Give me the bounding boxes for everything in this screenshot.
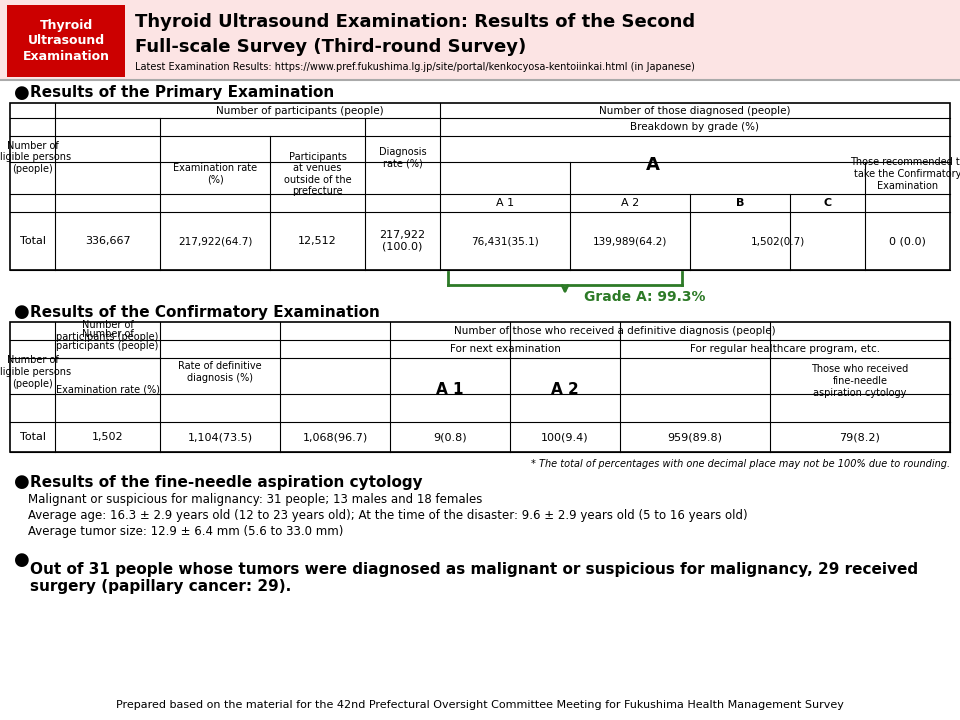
Text: 1,068(96.7): 1,068(96.7): [302, 432, 368, 442]
Text: Results of the Primary Examination: Results of the Primary Examination: [30, 86, 334, 101]
Text: Rate of definitive
diagnosis (%): Rate of definitive diagnosis (%): [179, 361, 262, 383]
Bar: [7, 5, 125, 77]
Text: 0 (0.0): 0 (0.0): [889, 236, 926, 246]
Text: Thyroid
Ultrasound
Examination: Thyroid Ultrasound Examination: [22, 19, 109, 63]
Text: Number of participants (people): Number of participants (people): [216, 106, 384, 115]
Text: Results of the Confirmatory Examination: Results of the Confirmatory Examination: [30, 305, 380, 320]
Text: B: B: [735, 198, 744, 208]
Text: ●: ●: [14, 84, 30, 102]
Text: * The total of percentages with one decimal place may not be 100% due to roundin: * The total of percentages with one deci…: [531, 459, 950, 469]
Text: Grade A: 99.3%: Grade A: 99.3%: [585, 290, 706, 304]
Text: Diagnosis
rate (%): Diagnosis rate (%): [378, 147, 426, 168]
Text: Average age: 16.3 ± 2.9 years old (12 to 23 years old); At the time of the disas: Average age: 16.3 ± 2.9 years old (12 to…: [28, 510, 748, 523]
Text: ●: ●: [14, 473, 30, 491]
Text: Malignant or suspicious for malignancy: 31 people; 13 males and 18 females: Malignant or suspicious for malignancy: …: [28, 493, 482, 506]
Text: 959(89.8): 959(89.8): [667, 432, 723, 442]
Text: 1,104(73.5): 1,104(73.5): [187, 432, 252, 442]
Text: 1,502(0.7): 1,502(0.7): [751, 236, 804, 246]
Text: 336,667: 336,667: [84, 236, 131, 246]
Text: A 2: A 2: [551, 382, 579, 397]
Text: For regular healthcare program, etc.: For regular healthcare program, etc.: [690, 344, 880, 354]
Text: Examination rate (%): Examination rate (%): [56, 385, 159, 395]
Text: 76,431(35.1): 76,431(35.1): [471, 236, 539, 246]
Text: 100(9.4): 100(9.4): [541, 432, 588, 442]
Text: Results of the fine-needle aspiration cytology: Results of the fine-needle aspiration cy…: [30, 474, 422, 490]
Text: 12,512: 12,512: [299, 236, 337, 246]
Text: 139,989(64.2): 139,989(64.2): [593, 236, 667, 246]
Text: C: C: [824, 198, 831, 208]
Text: Average tumor size: 12.9 ± 6.4 mm (5.6 to 33.0 mm): Average tumor size: 12.9 ± 6.4 mm (5.6 t…: [28, 526, 344, 539]
Text: Those who received
fine-needle
aspiration cytology: Those who received fine-needle aspiratio…: [811, 364, 908, 397]
Text: Number of
eligible persons
(people): Number of eligible persons (people): [0, 356, 71, 389]
Text: Breakdown by grade (%): Breakdown by grade (%): [631, 122, 759, 132]
Text: 217,922
(100.0): 217,922 (100.0): [379, 230, 425, 252]
Bar: [0, 0, 960, 80]
Bar: [10, 322, 950, 452]
Text: Total: Total: [19, 432, 45, 442]
Text: ●: ●: [14, 551, 30, 569]
Text: Number of
eligible persons
(people): Number of eligible persons (people): [0, 141, 71, 174]
Text: Number of
participants (people): Number of participants (people): [57, 329, 158, 351]
Text: A 1: A 1: [436, 382, 464, 397]
Text: 9(0.8): 9(0.8): [433, 432, 467, 442]
Text: Thyroid Ultrasound Examination: Results of the Second: Thyroid Ultrasound Examination: Results …: [135, 13, 695, 31]
Text: Number of
participants (people): Number of participants (people): [57, 320, 158, 342]
Text: Participants
at venues
outside of the
prefecture: Participants at venues outside of the pr…: [284, 152, 351, 197]
Bar: [10, 103, 950, 270]
Text: Out of 31 people whose tumors were diagnosed as malignant or suspicious for mali: Out of 31 people whose tumors were diagn…: [30, 562, 918, 595]
Text: Those recommended to
take the Confirmatory
Examination: Those recommended to take the Confirmato…: [850, 158, 960, 191]
Text: For next examination: For next examination: [449, 344, 561, 354]
Text: Number of those diagnosed (people): Number of those diagnosed (people): [599, 106, 791, 115]
Text: 79(8.2): 79(8.2): [840, 432, 880, 442]
Text: A: A: [645, 156, 660, 174]
Text: ●: ●: [14, 303, 30, 321]
Text: Prepared based on the material for the 42nd Prefectural Oversight Committee Meet: Prepared based on the material for the 4…: [116, 700, 844, 710]
Text: Examination rate
(%): Examination rate (%): [173, 163, 257, 185]
Text: 1,502: 1,502: [92, 432, 123, 442]
Text: Total: Total: [19, 236, 45, 246]
Text: Number of those who received a definitive diagnosis (people): Number of those who received a definitiv…: [454, 326, 776, 336]
Text: Full-scale Survey (Third-round Survey): Full-scale Survey (Third-round Survey): [135, 38, 526, 56]
Text: Latest Examination Results: https://www.pref.fukushima.lg.jp/site/portal/kenkocy: Latest Examination Results: https://www.…: [135, 62, 695, 72]
Text: A 1: A 1: [496, 198, 514, 208]
Text: A 2: A 2: [621, 198, 639, 208]
Text: 217,922(64.7): 217,922(64.7): [178, 236, 252, 246]
